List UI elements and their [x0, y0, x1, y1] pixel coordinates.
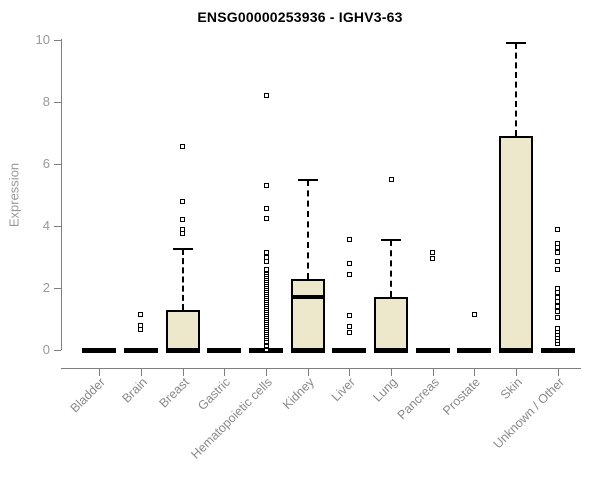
x-axis-tick	[432, 369, 434, 376]
outlier-point	[346, 237, 352, 243]
outlier-point	[180, 144, 186, 150]
zero-median-bar	[415, 347, 450, 353]
outlier-point	[430, 256, 436, 262]
zero-median-bar	[207, 347, 242, 353]
outlier-point	[263, 206, 269, 212]
zero-median-bar	[540, 347, 575, 353]
whisker-cap	[172, 248, 193, 251]
whisker-cap	[297, 178, 318, 181]
y-axis-tick	[54, 164, 61, 165]
outlier-point	[263, 254, 269, 260]
zero-median-bar	[290, 347, 325, 353]
y-tick-label: 10	[35, 32, 50, 47]
outlier-point	[180, 226, 186, 232]
whisker-cap	[506, 42, 527, 45]
outlier-point	[555, 304, 561, 310]
zero-median-bar	[499, 347, 534, 353]
whisker-line	[306, 179, 309, 279]
x-axis-tick	[182, 369, 184, 376]
outlier-point	[263, 259, 269, 265]
outlier-point	[346, 324, 352, 330]
zero-median-bar	[82, 347, 117, 353]
outlier-point	[346, 261, 352, 267]
zero-median-bar	[165, 347, 200, 353]
x-axis-tick	[474, 369, 476, 376]
x-axis-tick	[307, 369, 309, 376]
y-axis-line	[61, 39, 62, 350]
y-axis-tick	[54, 226, 61, 227]
y-tick-label: 2	[42, 280, 50, 295]
x-axis-tick	[349, 369, 351, 376]
outlier-point	[555, 249, 561, 255]
outlier-point	[263, 266, 269, 272]
box	[374, 297, 409, 352]
outlier-point	[263, 93, 269, 99]
y-axis-tick	[54, 102, 61, 103]
outlier-point	[555, 294, 561, 300]
y-tick-label: 4	[42, 218, 50, 233]
outlier-point	[555, 299, 561, 305]
outlier-point	[180, 217, 186, 223]
outlier-point	[138, 311, 144, 317]
outlier-point	[555, 245, 561, 251]
outlier-point	[471, 311, 477, 317]
outlier-point	[555, 290, 561, 296]
outlier-point	[430, 249, 436, 255]
outlier-point	[263, 183, 269, 189]
y-axis-tick	[54, 40, 61, 41]
y-axis-tick	[54, 288, 61, 289]
x-axis-tick	[224, 369, 226, 376]
zero-median-bar	[457, 347, 492, 353]
y-axis-tick	[54, 350, 61, 351]
outlier-point	[346, 313, 352, 319]
x-axis-tick	[557, 369, 559, 376]
zero-median-bar	[123, 347, 158, 353]
outlier-point	[555, 314, 561, 320]
outlier-point	[555, 266, 561, 272]
whisker-line	[515, 43, 518, 137]
outlier-point	[346, 271, 352, 277]
box	[499, 136, 534, 352]
x-axis-tick	[516, 369, 518, 376]
chart-title: ENSG00000253936 - IGHV3-63	[197, 9, 403, 25]
y-tick-label: 0	[42, 342, 50, 357]
whisker-cap	[381, 238, 402, 241]
outlier-point	[555, 325, 561, 331]
outlier-point	[388, 177, 394, 182]
x-axis-tick	[99, 369, 101, 376]
outlier-point	[138, 323, 144, 329]
x-axis-line	[61, 368, 581, 369]
outlier-point	[555, 285, 561, 291]
x-axis-tick	[391, 369, 393, 376]
box	[165, 309, 200, 352]
x-axis-tick	[266, 369, 268, 376]
outlier-point	[555, 226, 561, 232]
outlier-point	[555, 259, 561, 265]
zero-median-bar	[332, 347, 367, 353]
whisker-line	[181, 249, 184, 310]
outlier-point	[180, 231, 186, 237]
x-axis-tick	[140, 369, 142, 376]
outlier-point	[555, 308, 561, 314]
outlier-point	[346, 329, 352, 335]
box	[290, 278, 325, 352]
y-tick-label: 8	[42, 94, 50, 109]
y-axis-label: Expression	[6, 162, 22, 228]
outlier-point	[263, 249, 269, 255]
zero-median-bar	[374, 347, 409, 353]
outlier-point	[180, 198, 186, 204]
outlier-point	[555, 240, 561, 246]
outlier-point	[263, 215, 269, 221]
median-line	[290, 295, 325, 300]
y-tick-label: 6	[42, 156, 50, 171]
whisker-line	[390, 239, 393, 298]
